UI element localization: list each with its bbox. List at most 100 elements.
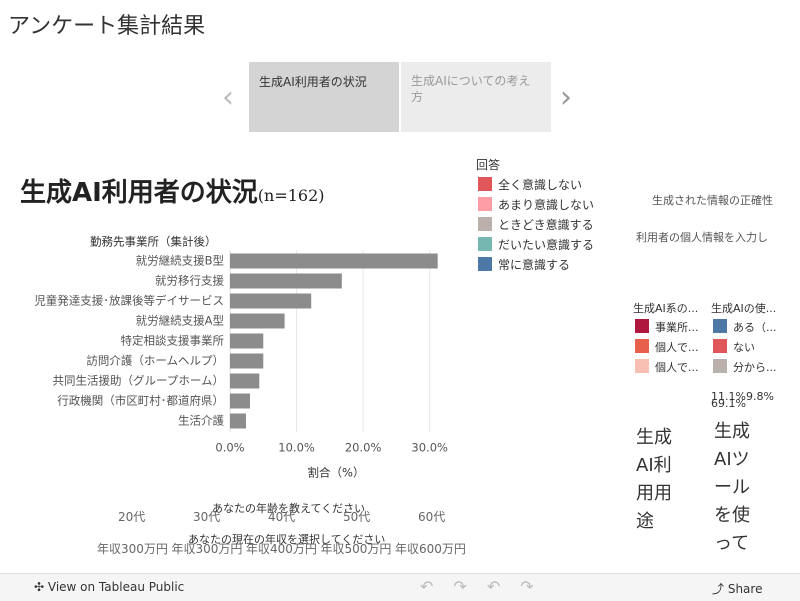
view-link[interactable]: ✣ View on Tableau Public [34, 580, 185, 594]
view-text: View on Tableau Public [47, 580, 185, 594]
y-tick-label: 就労移行支援 [155, 274, 224, 288]
legend-item: ときどき意識する [478, 216, 594, 236]
filter-option[interactable]: 年収600万円 [395, 542, 466, 556]
legend-item: 個人で... [635, 339, 699, 359]
prev-arrow[interactable]: ‹ [222, 80, 234, 115]
y-tick-label: 児童発達支援･放課後等デイサービス [34, 294, 224, 308]
legend-swatch [713, 339, 727, 353]
bar [230, 313, 285, 329]
y-tick-label: 特定相談支援事業所 [121, 334, 225, 348]
share-text: Share [727, 582, 763, 596]
tab[interactable]: 生成AI利用者の状況 [249, 62, 399, 132]
legend-item: ない [713, 339, 777, 359]
legend-swatch [635, 319, 649, 333]
legend-title: 生成AIの使... [711, 302, 777, 315]
tab-label: 生成AIについての考え方 [411, 74, 531, 104]
legend-swatch [635, 359, 649, 373]
legend: 事業所... 個人で... 個人で... [635, 319, 699, 379]
filter-option[interactable]: 年収300万円 [97, 542, 168, 556]
x-axis-title: 割合（%） [308, 466, 365, 480]
next-arrow[interactable]: › [560, 80, 572, 115]
y-axis-title: 勤務先事業所（集計後） [90, 235, 217, 249]
legend-item: 分から... [713, 359, 777, 379]
x-tick-label: 10.0% [278, 441, 315, 455]
legend-label: 事業所... [655, 321, 699, 334]
tab[interactable]: 生成AIについての考え方 [401, 62, 551, 132]
filter-option[interactable]: 20代 [118, 510, 146, 524]
filter-option[interactable]: 50代 [343, 510, 371, 524]
x-tick-label: 30.0% [411, 441, 448, 455]
sheet-title: 生成AI利用用途 [636, 427, 672, 532]
pie-label: 11.1% [711, 390, 746, 403]
x-tick-label: 0.0% [215, 441, 244, 455]
bar-chart: 勤務先事業所（集計後） 割合（%） 0.0% 10.0% 20.0% 30.0% 就労継… [34, 235, 448, 480]
legend-label: ある（... [733, 321, 777, 334]
toolbar: ✣ View on Tableau Public ↶↷↶↷ ⤴ Share [0, 573, 800, 601]
legend-item: だいたい意識する [478, 236, 594, 256]
bar [230, 293, 312, 309]
legend-item: 全く意識しない [478, 176, 594, 196]
filter-title: あなたの現在の年収を選択してください [188, 533, 386, 546]
legend-swatch [635, 339, 649, 353]
legend-label: あまり意識しない [498, 198, 595, 212]
legend-swatch [478, 217, 492, 231]
y-tick-label: 生活介護 [178, 414, 224, 428]
y-tick-label: 就労継続支援B型 [136, 254, 224, 268]
filter-title: あなたの年齢を教えてください [212, 502, 366, 515]
legend-swatch [478, 257, 492, 271]
legend-label: 全く意識しない [498, 178, 583, 192]
y-tick-label: 就労継続支援A型 [136, 314, 224, 328]
sheet-title: 生成AIツールを使って [714, 421, 750, 554]
bar [230, 393, 250, 409]
legend-item: あまり意識しない [478, 196, 594, 216]
legend-label: ない [733, 341, 755, 354]
legend-label: 常に意識する [498, 258, 571, 272]
bar [230, 373, 260, 389]
filter-option[interactable]: 30代 [193, 510, 221, 524]
legend: 全く意識しない あまり意識しない ときどき意識する だいたい意識する 常に意識する [478, 176, 594, 276]
toolbar-icons: ↶↷↶↷ [420, 577, 554, 596]
chart-subtitle: (n=162) [257, 186, 325, 205]
filter-option[interactable]: 年収300万円 [171, 542, 243, 556]
legend-label: 個人で... [655, 361, 699, 374]
y-tick-label: 訪問介護（ホームヘルプ） [86, 354, 224, 368]
legend-swatch [713, 359, 727, 373]
panel-text: 利用者の個人情報を入力し [636, 231, 768, 244]
x-tick-label: 20.0% [345, 441, 382, 455]
legend-title: 回答 [476, 158, 501, 172]
legend-label: 個人で... [655, 341, 699, 354]
bar [230, 413, 246, 429]
bar [230, 273, 342, 289]
filter-option[interactable]: 年収500万円 [320, 542, 392, 556]
legend-swatch [478, 197, 492, 211]
share-button[interactable]: ⤴ Share [712, 582, 763, 596]
legend: ある（... ない分から... [713, 319, 777, 379]
legend-item: 個人で... [635, 359, 699, 379]
filter-option[interactable]: 60代 [418, 510, 446, 524]
bar [230, 333, 264, 349]
legend-item: 常に意識する [478, 256, 594, 276]
bar [230, 253, 438, 269]
page-title: アンケート集計結果 [8, 14, 206, 39]
pie-label: 9.8% [746, 390, 774, 403]
filter-option[interactable]: 40代 [268, 510, 296, 524]
legend-label: ときどき意識する [498, 218, 594, 232]
pie-label: 69.1% [711, 397, 746, 410]
legend-item: 事業所... [635, 319, 699, 339]
legend-title: 生成AI系の... [633, 302, 699, 315]
legend-swatch [478, 177, 492, 191]
filter-option[interactable]: 年収400万円 [246, 542, 317, 556]
y-tick-label: 行政機関（市区町村･都道府県） [57, 394, 224, 408]
legend-label: だいたい意識する [498, 238, 595, 252]
legend-label: 分から... [733, 361, 777, 374]
legend-swatch [713, 319, 727, 333]
legend-swatch [478, 237, 492, 251]
chart-title: 生成AI利用者の状況(n=162) [20, 172, 325, 209]
bar [230, 353, 264, 369]
tab-label: 生成AI利用者の状況 [259, 75, 367, 89]
y-tick-label: 共同生活援助（グループホーム） [53, 374, 224, 388]
panel-text: 生成された情報の正確性 [652, 194, 773, 207]
legend-item: ある（... [713, 319, 777, 339]
chart-title-text: 生成AI利用者の状況 [20, 178, 258, 208]
